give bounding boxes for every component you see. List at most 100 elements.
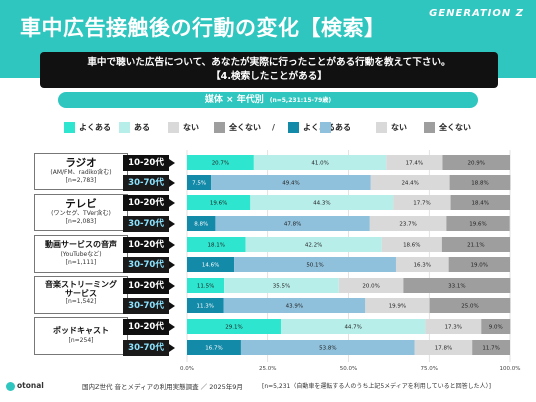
age-label: 30-70代: [123, 340, 175, 356]
age-label: 10-20代: [123, 195, 175, 211]
bar-segment: [211, 175, 371, 190]
data-label: 29.1%: [225, 325, 242, 331]
data-label: 19.9%: [389, 304, 406, 310]
bar-segment: [370, 175, 450, 190]
bar-segment: [187, 319, 281, 334]
data-label: 17.3%: [445, 325, 462, 331]
bar-segment: [187, 298, 224, 313]
data-label: 7.5%: [192, 181, 206, 187]
legend-label: よくある: [79, 123, 111, 132]
data-label: 47.8%: [284, 222, 301, 228]
data-label: 19.6%: [469, 222, 486, 228]
bar-segment: [223, 298, 366, 313]
legend-swatch: [64, 122, 75, 133]
bar-segment: [187, 216, 216, 231]
bar-segment: [381, 237, 442, 252]
legend-separator: /: [272, 123, 275, 132]
bar-segment: [187, 175, 212, 190]
age-label: 10-20代: [123, 237, 175, 253]
data-label: 35.5%: [273, 284, 290, 290]
data-label: 49.4%: [282, 181, 299, 187]
legend-label: ある: [134, 123, 150, 132]
legend-item: 全くない: [424, 122, 471, 134]
age-label: 30-70代: [123, 298, 175, 314]
data-label: 33.1%: [448, 284, 465, 290]
group-subtitle: (YouTubeなど): [60, 251, 102, 258]
data-label: 42.2%: [305, 243, 322, 249]
data-label: 16.3%: [414, 263, 431, 269]
group-label-box: 動画サービスの音声 (YouTubeなど) [n=1,111]: [34, 235, 128, 273]
bar-segment: [386, 155, 443, 170]
data-label: 8.8%: [194, 222, 208, 228]
legend-item: ない: [376, 122, 407, 134]
legend-swatch: [320, 122, 331, 133]
bar-segment: [365, 298, 430, 313]
data-label: 20.9%: [468, 161, 485, 167]
data-label: 18.8%: [471, 181, 488, 187]
data-label: 44.3%: [313, 201, 330, 207]
bar-segment: [187, 257, 235, 272]
group-sample-size: [n=2,783]: [65, 177, 97, 184]
group-label-box: ラジオ (AM/FM、radiko含む) [n=2,783]: [34, 153, 128, 190]
legend-swatch: [376, 122, 387, 133]
legend-item: ある: [119, 122, 150, 134]
x-tick-label: 75.0%: [420, 366, 438, 372]
age-label: 30-70代: [123, 257, 175, 273]
group-sample-size: [n=254]: [68, 337, 94, 344]
group-name: ラジオ: [65, 157, 97, 169]
bar-segment: [414, 340, 473, 355]
data-label: 17.8%: [435, 346, 452, 352]
legend-label: 全くない: [439, 123, 471, 132]
bar-segment: [442, 155, 510, 170]
group-label-box: ポッドキャスト [n=254]: [34, 317, 128, 355]
group-subtitle: (AM/FM、radiko含む): [50, 169, 112, 176]
question-line-1: 車中で聴いた広告について、あなたが実際に行ったことがある行動を教えて下さい。: [87, 57, 451, 68]
data-label: 17.7%: [413, 201, 430, 207]
data-label: 18.1%: [207, 243, 224, 249]
bar-segment: [393, 195, 451, 210]
data-label: 44.7%: [344, 325, 361, 331]
legend-label: ある: [335, 123, 351, 132]
group-sample-size: [n=2,083]: [65, 218, 97, 225]
data-label: 19.6%: [210, 201, 227, 207]
bar-segment: [240, 340, 415, 355]
group-subtitle: (ワンセグ、TVer含む): [51, 210, 111, 217]
legend-label: ない: [391, 123, 407, 132]
legend-item: よくある: [64, 122, 111, 134]
bar-segment: [403, 278, 511, 293]
data-label: 20.0%: [362, 284, 379, 290]
data-label: 21.1%: [467, 243, 484, 249]
bar-segment: [250, 195, 394, 210]
data-label: 17.4%: [406, 161, 423, 167]
bar-segment: [187, 340, 241, 355]
x-tick-label: 25.0%: [259, 366, 277, 372]
data-label: 16.7%: [205, 346, 222, 352]
group-label-box: テレビ (ワンセグ、TVer含む) [n=2,083]: [34, 194, 128, 231]
question-line-2: 【4.検索したことがある】: [211, 71, 327, 82]
bar-segment: [446, 216, 510, 231]
legend-item: 全くない: [214, 122, 261, 134]
bar-segment: [338, 278, 404, 293]
group-label-box: 音楽ストリーミング サービス [n=1,542]: [34, 276, 128, 314]
group-name: 動画サービスの音声: [45, 240, 117, 249]
bar-segment: [395, 257, 449, 272]
bar-segment: [215, 216, 370, 231]
group-name: テレビ: [65, 198, 97, 210]
legend-label: 全くない: [229, 123, 261, 132]
age-label: 30-70代: [123, 175, 175, 191]
bar-segment: [224, 278, 339, 293]
data-label: 41.0%: [311, 161, 328, 167]
group-sample-size: [n=1,111]: [65, 259, 97, 266]
group-name: 音楽ストリーミング サービス: [45, 280, 117, 298]
legend-swatch: [168, 122, 179, 133]
bar-segment: [425, 319, 482, 334]
age-label: 10-20代: [123, 155, 175, 171]
bar-segment: [187, 278, 225, 293]
logo-icon: [6, 381, 15, 391]
data-label: 23.7%: [399, 222, 416, 228]
data-label: 19.0%: [471, 263, 488, 269]
bar-segment: [472, 340, 510, 355]
data-label: 18.6%: [403, 243, 420, 249]
legend-item: ない: [168, 122, 199, 134]
bar-segment: [187, 155, 254, 170]
